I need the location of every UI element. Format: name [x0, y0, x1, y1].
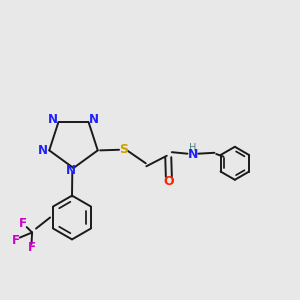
Text: F: F [19, 217, 27, 230]
Text: H: H [189, 143, 197, 153]
Text: F: F [28, 241, 36, 254]
Text: N: N [89, 113, 99, 126]
Text: N: N [188, 148, 198, 161]
Text: N: N [65, 164, 76, 178]
Text: F: F [12, 233, 20, 247]
Text: O: O [164, 175, 174, 188]
Text: N: N [38, 145, 48, 158]
Text: N: N [48, 113, 58, 126]
Text: S: S [119, 143, 128, 156]
